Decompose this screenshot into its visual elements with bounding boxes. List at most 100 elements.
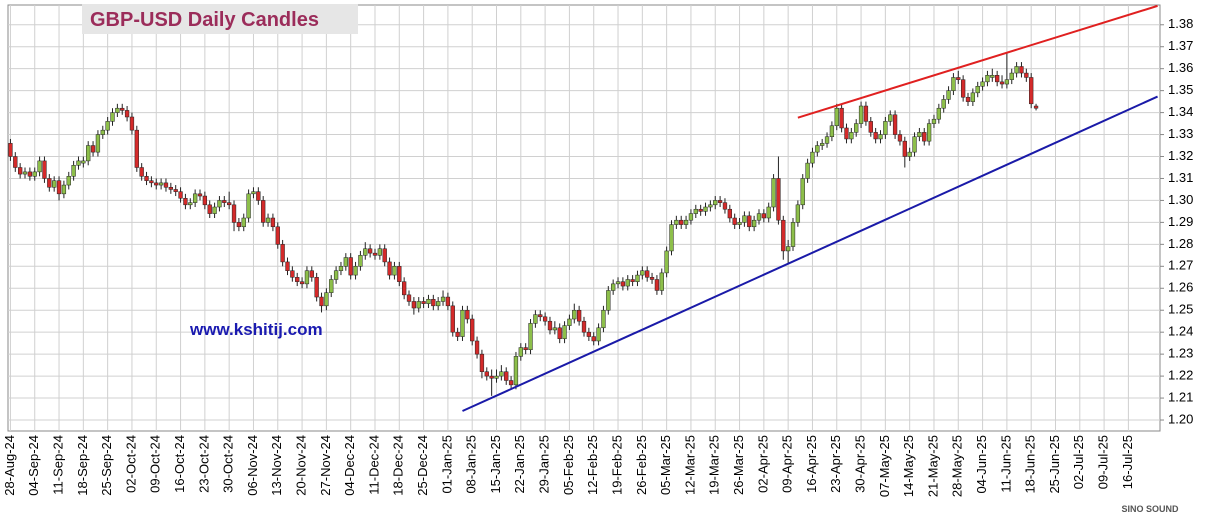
candle-body: [688, 213, 694, 221]
x-tick-label: 22-Jan-25: [512, 435, 527, 494]
candle-body: [756, 213, 762, 221]
candle-body: [436, 301, 441, 307]
candle-body: [956, 77, 961, 80]
candle-body: [805, 162, 810, 179]
candle-body: [470, 318, 475, 342]
candle-body: [786, 246, 791, 252]
x-tick-label: 12-Feb-25: [585, 435, 600, 495]
y-tick-label: 1.21: [1168, 389, 1193, 404]
candle-body: [654, 279, 660, 291]
candle-body: [343, 257, 348, 267]
x-tick-label: 09-Apr-25: [780, 435, 795, 493]
candle-body: [552, 327, 557, 331]
candle-body: [576, 309, 582, 322]
candle-body: [820, 143, 825, 146]
candle-body: [222, 200, 227, 203]
y-tick-label: 1.34: [1168, 104, 1193, 119]
candle-body: [314, 277, 319, 298]
candle-body: [547, 320, 553, 331]
x-tick-label: 25-Sep-24: [99, 435, 114, 496]
chart-title: GBP-USD Daily Candles: [90, 9, 319, 31]
x-tick-label: 19-Feb-25: [609, 435, 624, 495]
trend-line: [462, 95, 1158, 412]
candle-body: [717, 200, 723, 203]
candle-body: [693, 208, 698, 214]
candle-body: [411, 301, 417, 309]
candle-body: [489, 375, 494, 379]
candle-body: [499, 371, 504, 377]
candle-body: [951, 77, 956, 91]
candle-body: [1033, 105, 1039, 109]
candle-body: [168, 187, 173, 190]
candle-body: [251, 191, 256, 195]
x-tick-label: 15-Jan-25: [488, 435, 503, 494]
candle-body: [751, 219, 757, 228]
candle-body: [737, 222, 742, 225]
candle-body: [134, 129, 139, 168]
candle-body: [324, 292, 329, 307]
x-tick-label: 05-Feb-25: [561, 435, 576, 495]
candle-body: [421, 301, 426, 304]
candle-body: [849, 132, 854, 140]
candle-body: [86, 145, 91, 162]
candle-body: [640, 270, 645, 276]
candle-body: [1014, 66, 1019, 74]
candle-body: [1024, 72, 1029, 78]
y-tick-label: 1.22: [1168, 368, 1193, 383]
candle-body: [732, 217, 737, 225]
plot-area: [7, 4, 1161, 432]
candle-body: [217, 200, 222, 208]
candle-body: [611, 283, 616, 291]
candle-body: [591, 336, 596, 342]
candle-body: [615, 281, 621, 285]
candle-body: [533, 314, 538, 324]
candle-body: [207, 204, 212, 214]
candle-body: [299, 281, 305, 285]
candle-body: [912, 136, 917, 153]
candle-body: [42, 160, 47, 179]
candle-body: [280, 244, 285, 263]
candle-body: [81, 160, 86, 164]
candle-body: [8, 143, 13, 157]
x-tick-label: 11-Jun-25: [998, 435, 1013, 493]
candle-body: [854, 123, 859, 133]
x-tick-label: 16-Apr-25: [804, 435, 819, 493]
candle-body: [946, 90, 951, 100]
x-tick-label: 19-Mar-25: [707, 435, 722, 495]
x-tick-label: 25-Jun-25: [1047, 435, 1062, 494]
candle-body: [426, 298, 431, 304]
candle-body: [71, 165, 76, 177]
candle-body: [708, 204, 713, 208]
candle-body: [669, 224, 674, 252]
candle-body: [980, 81, 985, 87]
trend-line: [797, 4, 1158, 119]
x-tick-label: 25-Dec-24: [415, 435, 430, 496]
candle-body: [863, 105, 869, 122]
candle-body: [192, 193, 198, 203]
x-tick-label: 04-Jun-25: [974, 435, 989, 494]
candle-body: [241, 217, 246, 228]
candle-body: [440, 296, 446, 302]
candle-body: [926, 123, 932, 142]
x-tick-label: 30-Apr-25: [853, 435, 868, 493]
candle-body: [61, 184, 67, 195]
candle-body: [494, 375, 499, 379]
candle-body: [722, 202, 728, 210]
candle-body: [406, 294, 412, 302]
marks: [8, 4, 1158, 412]
candle-body: [649, 277, 655, 280]
candle-body: [513, 356, 519, 386]
candle-body: [771, 178, 776, 208]
candle-body: [124, 110, 130, 118]
x-tick-label: 20-Nov-24: [294, 435, 309, 496]
candle-body: [304, 270, 310, 285]
y-tick-label: 1.37: [1168, 38, 1193, 53]
candle-body: [290, 270, 295, 278]
y-tick-label: 1.33: [1168, 126, 1193, 141]
candle-body: [606, 290, 611, 311]
x-tick-label: 21-May-25: [925, 435, 940, 497]
candle-body: [917, 132, 922, 138]
x-tick-label: 28-May-25: [950, 435, 965, 497]
y-tick-label: 1.26: [1168, 280, 1193, 295]
